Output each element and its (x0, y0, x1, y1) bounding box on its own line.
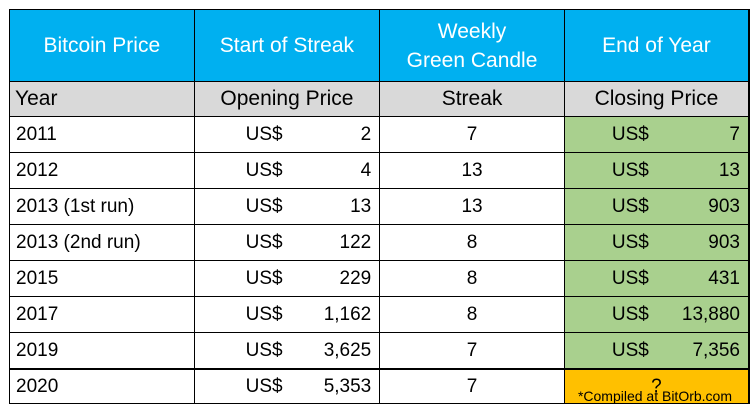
header-start-of-streak: Start of Streak (193, 9, 381, 82)
currency-label: US$ (245, 375, 283, 397)
table-row: 2019 US$ 3,625 7 US$ 7,356 (9, 332, 750, 370)
year-cell: 2013 (1st run) (9, 188, 195, 225)
closing-price-value: 13 (718, 159, 740, 181)
table-row-2020: 2020 US$ 5,353 7 ? (9, 368, 750, 404)
closing-price-value: 431 (708, 267, 740, 289)
opening-price-value: 4 (360, 159, 372, 181)
opening-price-cell: US$ 1,162 (193, 296, 381, 333)
table-row: 2015 US$ 229 8 US$ 431 (9, 260, 750, 297)
year-cell: 2019 (9, 332, 195, 370)
subheader-opening-price: Opening Price (193, 81, 381, 117)
currency-label: US$ (611, 231, 649, 253)
streak-cell: 13 (379, 188, 565, 225)
currency-label: US$ (245, 123, 283, 145)
streak-cell: 7 (379, 332, 565, 370)
subheader-streak: Streak (379, 81, 565, 117)
closing-price-value: 13,880 (681, 303, 740, 325)
currency-label: US$ (245, 195, 283, 217)
opening-price-cell: US$ 4 (193, 152, 381, 189)
opening-price-value: 13 (350, 195, 372, 217)
opening-price-value: 122 (339, 231, 372, 253)
table-body: 2011 US$ 2 7 US$ 7 2012 US$ 4 13 US$ 13 2013 (1st ru… (9, 116, 750, 370)
streak-cell: 8 (379, 224, 565, 261)
opening-price-cell: US$ 13 (193, 188, 381, 225)
header-weekly-line1: Weekly (437, 19, 507, 43)
closing-price-value: 903 (708, 195, 740, 217)
footnote: *Compiled at BitOrb.com (577, 388, 732, 404)
closing-price-cell: US$ 903 (563, 224, 750, 261)
currency-label: US$ (245, 339, 283, 361)
opening-price-cell: US$ 2 (193, 116, 381, 153)
header-end-of-year: End of Year (563, 9, 750, 82)
currency-label: US$ (611, 195, 649, 217)
subheader-year: Year (9, 81, 195, 117)
table-row: 2013 (1st run) US$ 13 13 US$ 903 (9, 188, 750, 225)
currency-label: US$ (611, 267, 649, 289)
streak-cell: 8 (379, 260, 565, 297)
closing-price-value: 7 (729, 123, 740, 145)
currency-label: US$ (611, 123, 649, 145)
opening-price-cell: US$ 122 (193, 224, 381, 261)
closing-price-value: 7,356 (692, 339, 740, 361)
table-row: 2012 US$ 4 13 US$ 13 (9, 152, 750, 189)
year-cell: 2012 (9, 152, 195, 189)
table-row: 2011 US$ 2 7 US$ 7 (9, 116, 750, 153)
currency-label: US$ (611, 339, 649, 361)
closing-price-cell: US$ 431 (563, 260, 750, 297)
closing-price-cell: US$ 7 (563, 116, 750, 153)
currency-label: US$ (245, 159, 283, 181)
streak-cell: 7 (379, 368, 565, 404)
opening-price-value: 1,162 (323, 303, 372, 325)
currency-label: US$ (611, 159, 649, 181)
year-cell: 2015 (9, 260, 195, 297)
streak-cell: 7 (379, 116, 565, 153)
subheader-row: Year Opening Price Streak Closing Price (9, 81, 750, 117)
table-row: 2017 US$ 1,162 8 US$ 13,880 (9, 296, 750, 333)
currency-label: US$ (245, 231, 283, 253)
opening-price-value: 3,625 (323, 339, 372, 361)
opening-price-cell: US$ 5,353 (193, 368, 381, 404)
table-row: 2013 (2nd run) US$ 122 8 US$ 903 (9, 224, 750, 261)
opening-price-cell: US$ 229 (193, 260, 381, 297)
opening-price-value: 5,353 (323, 375, 372, 397)
closing-price-value: 903 (708, 231, 740, 253)
currency-label: US$ (245, 303, 283, 325)
currency-label: US$ (245, 267, 283, 289)
opening-price-value: 2 (360, 123, 372, 145)
subheader-closing-price: Closing Price (563, 81, 750, 117)
closing-price-cell: US$ 7,356 (563, 332, 750, 370)
year-cell: 2013 (2nd run) (9, 224, 195, 261)
year-cell: 2017 (9, 296, 195, 333)
header-bitcoin-price: Bitcoin Price (9, 9, 195, 82)
closing-price-cell: US$ 13,880 (563, 296, 750, 333)
closing-price-unknown-cell: ? (563, 368, 750, 404)
header-weekly-green-candle: Weekly Green Candle (379, 9, 565, 82)
streak-cell: 13 (379, 152, 565, 189)
year-cell: 2011 (9, 116, 195, 153)
currency-label: US$ (611, 303, 649, 325)
header-row: Bitcoin Price Start of Streak Weekly Gre… (9, 9, 750, 82)
opening-price-cell: US$ 3,625 (193, 332, 381, 370)
header-weekly-line2: Green Candle (406, 48, 538, 72)
year-cell: 2020 (9, 368, 195, 404)
bitcoin-streak-table: Bitcoin Price Start of Streak Weekly Gre… (9, 9, 750, 404)
opening-price-value: 229 (339, 267, 372, 289)
closing-price-cell: US$ 13 (563, 152, 750, 189)
closing-price-cell: US$ 903 (563, 188, 750, 225)
streak-cell: 8 (379, 296, 565, 333)
